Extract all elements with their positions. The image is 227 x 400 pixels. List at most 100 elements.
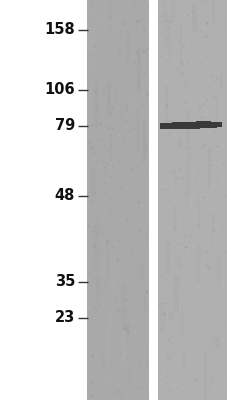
Bar xyxy=(167,123,168,129)
Bar xyxy=(198,122,199,128)
Bar xyxy=(173,122,174,129)
Bar xyxy=(96,275,99,305)
Text: 23: 23 xyxy=(55,310,75,326)
Bar xyxy=(197,122,198,128)
Bar xyxy=(190,122,191,129)
Bar xyxy=(189,166,193,212)
Bar xyxy=(106,239,109,276)
Bar xyxy=(92,242,95,260)
Bar xyxy=(197,198,199,230)
Bar xyxy=(160,302,164,334)
Bar xyxy=(186,150,190,195)
Bar xyxy=(143,295,145,309)
Bar xyxy=(222,232,223,242)
Bar xyxy=(207,148,210,190)
Bar xyxy=(120,283,126,330)
Bar xyxy=(160,123,161,129)
Bar xyxy=(172,122,173,129)
Bar xyxy=(183,74,184,89)
Bar xyxy=(124,324,129,335)
Text: 35: 35 xyxy=(55,274,75,290)
Bar xyxy=(201,122,202,128)
Bar xyxy=(216,10,219,38)
Bar xyxy=(176,122,177,129)
Bar xyxy=(111,256,114,297)
Bar xyxy=(214,122,215,128)
Bar xyxy=(211,0,214,25)
Bar xyxy=(166,298,169,306)
Bar xyxy=(223,24,227,66)
Bar xyxy=(94,226,98,272)
Bar xyxy=(162,123,163,129)
Bar xyxy=(89,168,95,198)
Bar xyxy=(137,39,140,60)
Bar xyxy=(226,44,227,91)
Bar xyxy=(109,104,110,112)
Bar xyxy=(123,38,126,50)
Bar xyxy=(119,228,123,238)
Bar xyxy=(188,164,189,202)
Bar xyxy=(163,12,167,48)
Bar xyxy=(217,227,220,255)
Bar xyxy=(216,335,220,348)
Bar xyxy=(202,122,203,128)
Bar xyxy=(149,0,158,400)
Bar xyxy=(143,138,148,160)
Bar xyxy=(202,122,203,128)
Bar xyxy=(136,117,139,153)
Bar xyxy=(220,257,222,289)
Bar xyxy=(217,122,218,127)
Text: 79: 79 xyxy=(55,118,75,134)
Bar xyxy=(185,122,186,129)
Bar xyxy=(203,122,204,128)
Bar xyxy=(164,123,165,129)
Bar xyxy=(126,185,128,196)
Bar xyxy=(224,17,227,43)
Bar xyxy=(196,122,197,128)
Bar xyxy=(183,347,185,370)
Bar xyxy=(220,122,221,127)
Bar xyxy=(192,122,193,129)
Bar xyxy=(104,354,106,386)
Bar xyxy=(199,122,200,128)
Bar xyxy=(88,0,90,34)
Bar xyxy=(106,82,110,116)
Bar xyxy=(142,70,147,104)
Bar xyxy=(180,122,181,129)
Bar xyxy=(101,351,105,371)
Bar xyxy=(173,371,177,396)
Bar xyxy=(110,2,111,39)
Bar xyxy=(184,122,185,129)
Bar xyxy=(205,122,206,128)
Bar xyxy=(195,122,196,129)
Bar xyxy=(180,303,182,336)
Bar xyxy=(113,257,116,289)
Bar xyxy=(91,147,94,156)
Bar xyxy=(169,122,170,129)
Bar xyxy=(200,122,201,128)
Bar xyxy=(212,275,215,286)
Bar xyxy=(204,83,209,114)
Bar xyxy=(167,353,172,361)
Text: 106: 106 xyxy=(44,82,75,98)
Bar xyxy=(167,15,170,61)
Bar xyxy=(109,0,111,31)
Bar xyxy=(164,86,168,130)
Bar xyxy=(211,212,213,236)
Bar xyxy=(186,249,189,286)
Bar xyxy=(203,213,206,230)
Text: 48: 48 xyxy=(55,188,75,204)
Bar xyxy=(215,122,216,128)
Bar xyxy=(89,140,91,176)
Bar xyxy=(126,298,128,334)
Bar xyxy=(177,277,180,300)
Bar xyxy=(219,122,220,127)
Bar xyxy=(86,0,149,400)
Bar xyxy=(94,163,96,202)
Bar xyxy=(97,211,99,235)
Bar xyxy=(162,343,164,376)
Bar xyxy=(174,122,175,129)
Bar xyxy=(176,258,180,268)
Bar xyxy=(126,29,129,69)
Bar xyxy=(212,122,213,128)
